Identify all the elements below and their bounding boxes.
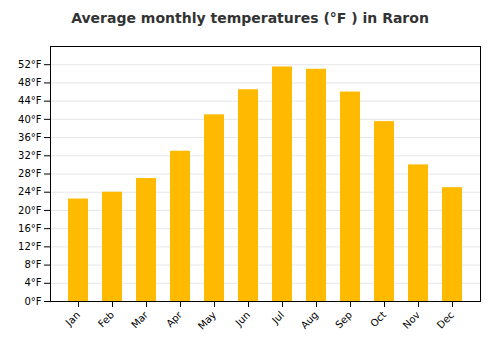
svg-text:May: May	[196, 309, 218, 331]
svg-text:Aug: Aug	[299, 309, 321, 331]
svg-text:52°F: 52°F	[18, 59, 42, 70]
svg-text:Mar: Mar	[129, 309, 151, 331]
svg-text:Jan: Jan	[63, 309, 82, 328]
svg-text:Oct: Oct	[368, 309, 388, 329]
svg-text:36°F: 36°F	[18, 132, 42, 143]
svg-text:40°F: 40°F	[18, 114, 42, 125]
html-text:Average monthly temperatures (: Average monthly temperatures (°F ) in Ra…	[71, 10, 429, 26]
svg-text:Jun: Jun	[233, 309, 253, 329]
svg-text:16°F: 16°F	[18, 223, 42, 234]
svg-text:8°F: 8°F	[24, 259, 41, 270]
svg-text:44°F: 44°F	[18, 95, 42, 106]
svg-text:4°F: 4°F	[24, 277, 41, 288]
svg-text:12°F: 12°F	[18, 241, 42, 252]
svg-text:Nov: Nov	[401, 309, 423, 331]
svg-text:Sep: Sep	[333, 309, 354, 330]
svg-text:24°F: 24°F	[18, 186, 42, 197]
svg-text:Dec: Dec	[435, 309, 456, 330]
svg-text:0°F: 0°F	[24, 296, 41, 307]
svg-text:28°F: 28°F	[18, 168, 42, 179]
svg-text:48°F: 48°F	[18, 77, 42, 88]
svg-text:32°F: 32°F	[18, 150, 42, 161]
svg-text:20°F: 20°F	[18, 205, 42, 216]
svg-text:Feb: Feb	[96, 309, 116, 329]
svg-text:Apr: Apr	[164, 309, 185, 330]
svg-text:Jul: Jul	[269, 309, 286, 326]
